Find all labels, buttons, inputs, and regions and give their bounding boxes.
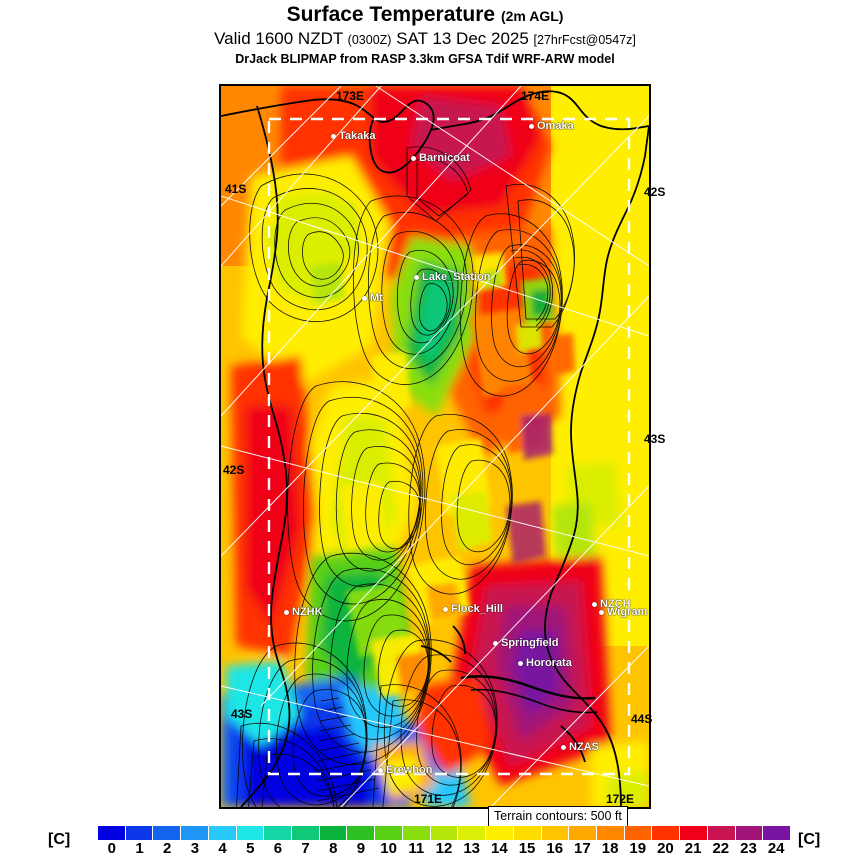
colorbar-tick-19: 19 xyxy=(629,840,647,857)
colorbar-tick-22: 22 xyxy=(712,840,730,857)
colorbar-cell-16 xyxy=(541,826,570,840)
colorbar-tick-10: 10 xyxy=(380,840,397,857)
model-line: DrJack BLIPMAP from RASP 3.3km GFSA Tdif… xyxy=(235,52,615,66)
colorbar-tick-16: 16 xyxy=(546,840,564,857)
colorbar-cell-5 xyxy=(236,826,265,840)
grat-42s-outside: 42S xyxy=(644,185,666,199)
colorbar-cell-6 xyxy=(264,826,293,840)
colorbar-cell-13 xyxy=(458,826,487,840)
colorbar-cell-10 xyxy=(375,826,403,840)
valid-local: Valid 1600 NZDT xyxy=(214,29,343,48)
title-level: (2m AGL) xyxy=(500,8,564,24)
colorbar-tick-13: 13 xyxy=(463,840,481,857)
grat-44s-outside: 44S xyxy=(631,712,653,726)
colorbar-cell-9 xyxy=(347,826,376,840)
valid-time-line: Valid 1600 NZDT (0300Z) SAT 13 Dec 2025 … xyxy=(0,28,850,51)
colorbar-tick-1: 1 xyxy=(135,840,144,857)
colorbar-cell-20 xyxy=(652,826,681,840)
colorbar-tick-11: 11 xyxy=(408,840,425,857)
forecast-tag: [27hrFcst@0547z] xyxy=(533,33,636,47)
title-block: Surface Temperature (2m AGL) Valid 1600 … xyxy=(0,0,850,67)
colorbar-cell-11 xyxy=(402,826,431,840)
colorbar-cell-23 xyxy=(735,826,764,840)
valid-date: SAT 13 Dec 2025 xyxy=(396,29,529,48)
colorbar-cell-19 xyxy=(624,826,653,840)
terrain-contours-note: Terrain contours: 500 ft xyxy=(488,806,628,827)
colorbar-tick-0: 0 xyxy=(107,840,116,857)
colorbar-cell-8 xyxy=(319,826,348,840)
colorbar-cell-7 xyxy=(292,826,320,840)
colorbar-tick-9: 9 xyxy=(356,840,366,857)
colorbar-tick-21: 21 xyxy=(684,840,702,857)
colorbar-cell-3 xyxy=(181,826,209,840)
colorbar-tick-7: 7 xyxy=(301,840,310,857)
colorbar-unit-right: [C] xyxy=(798,831,821,848)
colorbar-cell-17 xyxy=(569,826,597,840)
grat-43s-outside: 43S xyxy=(644,432,666,446)
colorbar-cell-24 xyxy=(763,826,790,840)
colorbar-cell-18 xyxy=(596,826,625,840)
colorbar-tick-17: 17 xyxy=(574,840,591,857)
colorbar-tick-12: 12 xyxy=(435,840,453,857)
colorbar-tick-2: 2 xyxy=(163,840,172,857)
colorbar-unit-left: [C] xyxy=(48,831,71,848)
colorbar-legend: [C] [C] 0 1 2 3 4 5 6 7 8 9 10 11 12 13 14 15 16 17 18 19 20… xyxy=(0,826,850,860)
colorbar-cell-0 xyxy=(98,826,126,840)
title-main: Surface Temperature xyxy=(286,3,496,26)
colorbar-tick-3: 3 xyxy=(190,840,200,857)
colorbar-tick-15: 15 xyxy=(518,840,536,857)
colorbar-tick-5: 5 xyxy=(246,840,255,857)
map-raster xyxy=(221,86,649,807)
colorbar-cell-14 xyxy=(486,826,514,840)
colorbar-ticks: 0 1 2 3 4 5 6 7 8 9 10 11 12 13 14 15 16 17 18 19 20 21 22 23 24 xyxy=(98,840,790,860)
colorbar-tick-14: 14 xyxy=(491,840,508,857)
colorbar-tick-23: 23 xyxy=(740,840,757,857)
valid-utc: (0300Z) xyxy=(347,33,392,47)
colorbar-cell-4 xyxy=(208,826,237,840)
colorbar-cell-12 xyxy=(430,826,459,840)
colorbar-tick-24: 24 xyxy=(767,840,785,857)
colorbar-cell-2 xyxy=(153,826,182,840)
page-title: Surface Temperature (2m AGL) xyxy=(0,3,850,28)
colorbar-tick-4: 4 xyxy=(218,840,227,857)
colorbar-cell-1 xyxy=(125,826,154,840)
colorbar-tick-8: 8 xyxy=(329,840,338,857)
colorbar-cell-22 xyxy=(707,826,736,840)
colorbar-tick-20: 20 xyxy=(657,840,674,857)
colorbar-cell-21 xyxy=(680,826,708,840)
colorbar-tick-18: 18 xyxy=(601,840,619,857)
colorbar-swatches xyxy=(98,826,790,840)
colorbar-cell-15 xyxy=(513,826,542,840)
colorbar-tick-6: 6 xyxy=(273,840,283,857)
temperature-map[interactable]: 173E 174E 41S 42S 43S 171E 172E Takaka O… xyxy=(219,84,651,809)
